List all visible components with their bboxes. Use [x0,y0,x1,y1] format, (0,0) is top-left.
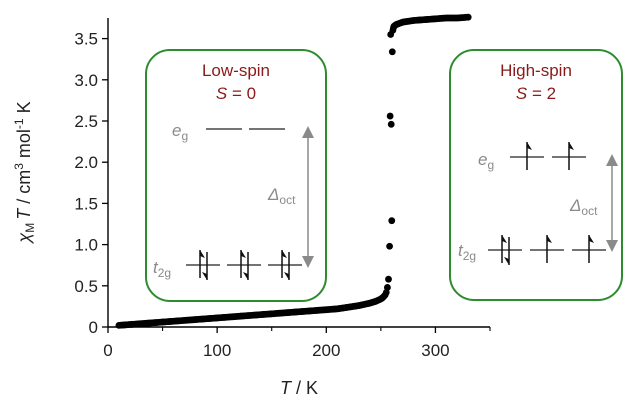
high-spin-t2g-sub: 2g [463,249,476,263]
data-point [386,242,393,250]
spin-down-arrowhead [504,257,509,265]
high-spin-s-value: = 2 [527,84,556,103]
high-spin-panel-border [449,49,623,301]
data-point [386,112,394,120]
spin-up-arrowhead [589,235,594,243]
y-axis-title: χMT / cm3 mol-1 K [12,101,37,244]
data-point [388,217,396,225]
high-spin-eg-sub: g [487,158,494,172]
low-spin-panel-border [145,49,327,302]
high-spin-delta-symbol: Δ [569,196,581,215]
y-title-sup-minus1: -1 [12,118,26,129]
low-spin-eg-sub: g [181,129,188,143]
data-point [387,120,395,128]
y-tick-label: 2.0 [74,153,98,172]
low-spin-eg-e: e [172,121,181,140]
low-spin-t2g-label: t2g [153,258,171,280]
y-title-chi: χ [14,232,34,245]
low-spin-panel: Low-spin S = 0 eg Δoct t2g [145,49,327,302]
spin-up-arrowhead [282,250,287,258]
high-spin-t2g-label: t2g [458,241,476,263]
x-axis-title-unit: / K [291,378,318,398]
high-spin-delta-sub: oct [581,204,598,218]
data-point [388,48,396,56]
high-spin-t2g-orbitals [488,235,606,265]
data-point [384,284,391,291]
y-title-sub-m: M [23,223,37,233]
spin-down-arrowhead [284,272,289,280]
axes: 0 0.5 1.0 1.5 2.0 2.5 3.0 3.5 0 100 200 300 [74,18,491,360]
data-point [464,13,472,21]
high-spin-s-symbol: S [516,84,528,103]
y-title-t: T [14,207,34,220]
spin-up-arrowhead [569,142,574,150]
x-axis-title: T / K [280,378,318,398]
low-spin-delta-sub: oct [279,193,296,207]
low-spin-t2g-orbitals [186,250,302,280]
low-spin-delta-label: Δoct [267,185,296,207]
spin-up-arrowhead [527,142,532,150]
x-tick-label: 100 [203,341,231,360]
high-spin-eg-e: e [478,150,487,169]
y-tick-label: 3.5 [74,30,98,49]
y-ticks: 0 0.5 1.0 1.5 2.0 2.5 3.0 3.5 [74,30,108,337]
spin-up-arrowhead [502,235,507,243]
spin-up-arrowhead [241,250,246,258]
y-tick-label: 1.5 [74,194,98,213]
spin-down-arrowhead [243,272,248,280]
low-spin-eg-label: eg [172,121,188,143]
y-tick-label: 2.5 [74,112,98,131]
spin-up-arrowhead [200,250,205,258]
high-spin-delta-label: Δoct [569,196,598,218]
high-spin-t2g-t: t [458,241,464,260]
x-tick-label: 300 [421,341,449,360]
high-spin-spin-state: S = 2 [516,84,556,103]
y-tick-label: 1.0 [74,236,98,255]
y-title-sup-3: 3 [12,163,26,170]
y-tick-label: 0.5 [74,277,98,296]
low-spin-delta-symbol: Δ [267,185,279,204]
low-spin-s-symbol: S [216,84,228,103]
y-tick-label: 3.0 [74,71,98,90]
low-spin-title: Low-spin [202,61,270,80]
y-title-k: K [14,101,34,118]
spin-up-arrowhead [547,235,552,243]
y-title-unit-cm: / cm [14,170,34,209]
low-spin-t2g-sub: 2g [158,266,171,280]
x-ticks: 0 100 200 300 [103,327,491,360]
x-axis-title-symbol: T [280,378,293,398]
high-spin-eg-label: eg [478,150,494,172]
high-spin-eg-orbitals [510,142,586,170]
high-spin-panel: High-spin S = 2 eg Δoct t2g [449,49,623,301]
spin-down-arrowhead [202,272,207,280]
x-tick-label: 200 [312,341,340,360]
low-spin-t2g-t: t [153,258,159,277]
x-tick-label: 0 [103,341,112,360]
high-spin-title: High-spin [500,61,572,80]
data-series [115,13,472,329]
low-spin-spin-state: S = 0 [216,84,256,103]
data-point [385,275,392,283]
y-tick-label: 0 [89,318,98,337]
y-title-mol: mol [14,129,34,163]
low-spin-s-value: = 0 [227,84,256,103]
